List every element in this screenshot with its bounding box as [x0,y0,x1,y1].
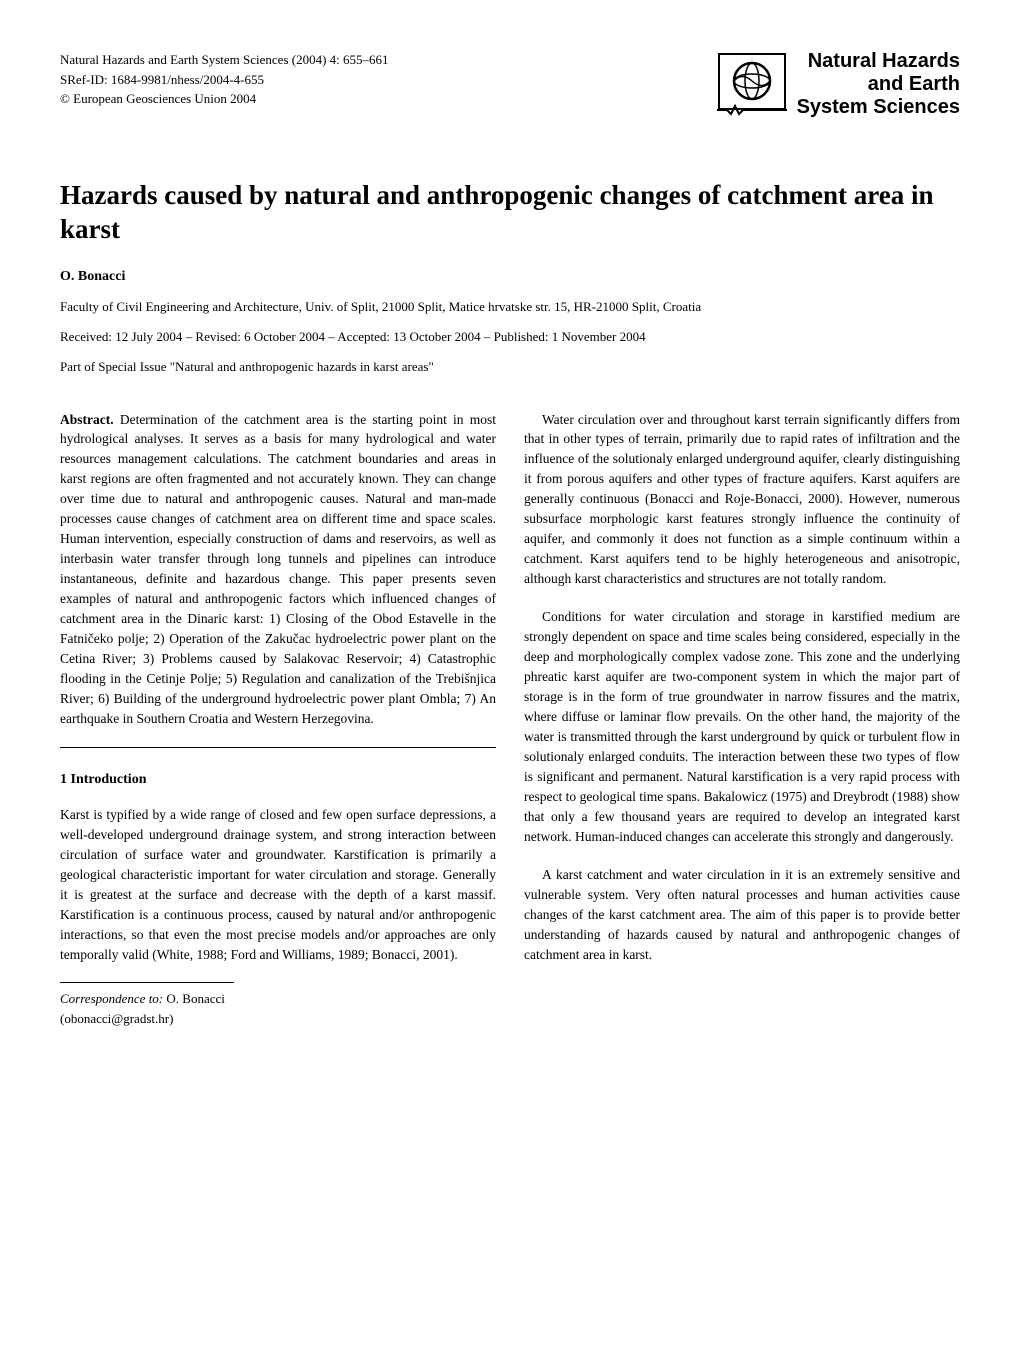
correspondence-line: Correspondence to: O. Bonacci [60,989,234,1008]
journal-logo-block: Natural Hazards and Earth System Science… [717,50,960,119]
page-header: Natural Hazards and Earth System Science… [60,50,960,119]
abstract-paragraph: Abstract. Determination of the catchment… [60,410,496,730]
section-separator [60,747,496,748]
journal-name-line3: System Sciences [797,96,960,119]
right-column: Water circulation over and throughout ka… [524,410,960,1028]
journal-citation: Natural Hazards and Earth System Science… [60,50,389,70]
correspondence-block: Correspondence to: O. Bonacci (obonacci@… [60,982,234,1027]
author-name: O. Bonacci [60,269,960,285]
publication-dates: Received: 12 July 2004 – Revised: 6 Octo… [60,329,960,345]
abstract-text: Determination of the catchment area is t… [60,412,496,727]
egu-logo-icon [717,52,787,117]
body-paragraph-1: Water circulation over and throughout ka… [524,410,960,590]
left-column: Abstract. Determination of the catchment… [60,410,496,1028]
journal-name-line1: Natural Hazards [797,50,960,73]
content-columns: Abstract. Determination of the catchment… [60,410,960,1028]
section-1-heading: 1 Introduction [60,770,496,791]
journal-info-block: Natural Hazards and Earth System Science… [60,50,389,109]
paper-title: Hazards caused by natural and anthropoge… [60,179,960,247]
special-issue-note: Part of Special Issue "Natural and anthr… [60,359,960,375]
intro-paragraph-1: Karst is typified by a wide range of clo… [60,805,496,965]
correspondence-label: Correspondence to: [60,991,163,1006]
journal-name: Natural Hazards and Earth System Science… [797,50,960,119]
correspondence-name: O. Bonacci [163,991,225,1006]
sref-id: SRef-ID: 1684-9981/nhess/2004-4-655 [60,70,389,90]
abstract-label: Abstract. [60,412,114,427]
author-affiliation: Faculty of Civil Engineering and Archite… [60,299,960,315]
journal-name-line2: and Earth [797,73,960,96]
copyright: © European Geosciences Union 2004 [60,89,389,109]
body-paragraph-3: A karst catchment and water circulation … [524,865,960,965]
correspondence-email: (obonacci@gradst.hr) [60,1009,234,1028]
body-paragraph-2: Conditions for water circulation and sto… [524,607,960,847]
